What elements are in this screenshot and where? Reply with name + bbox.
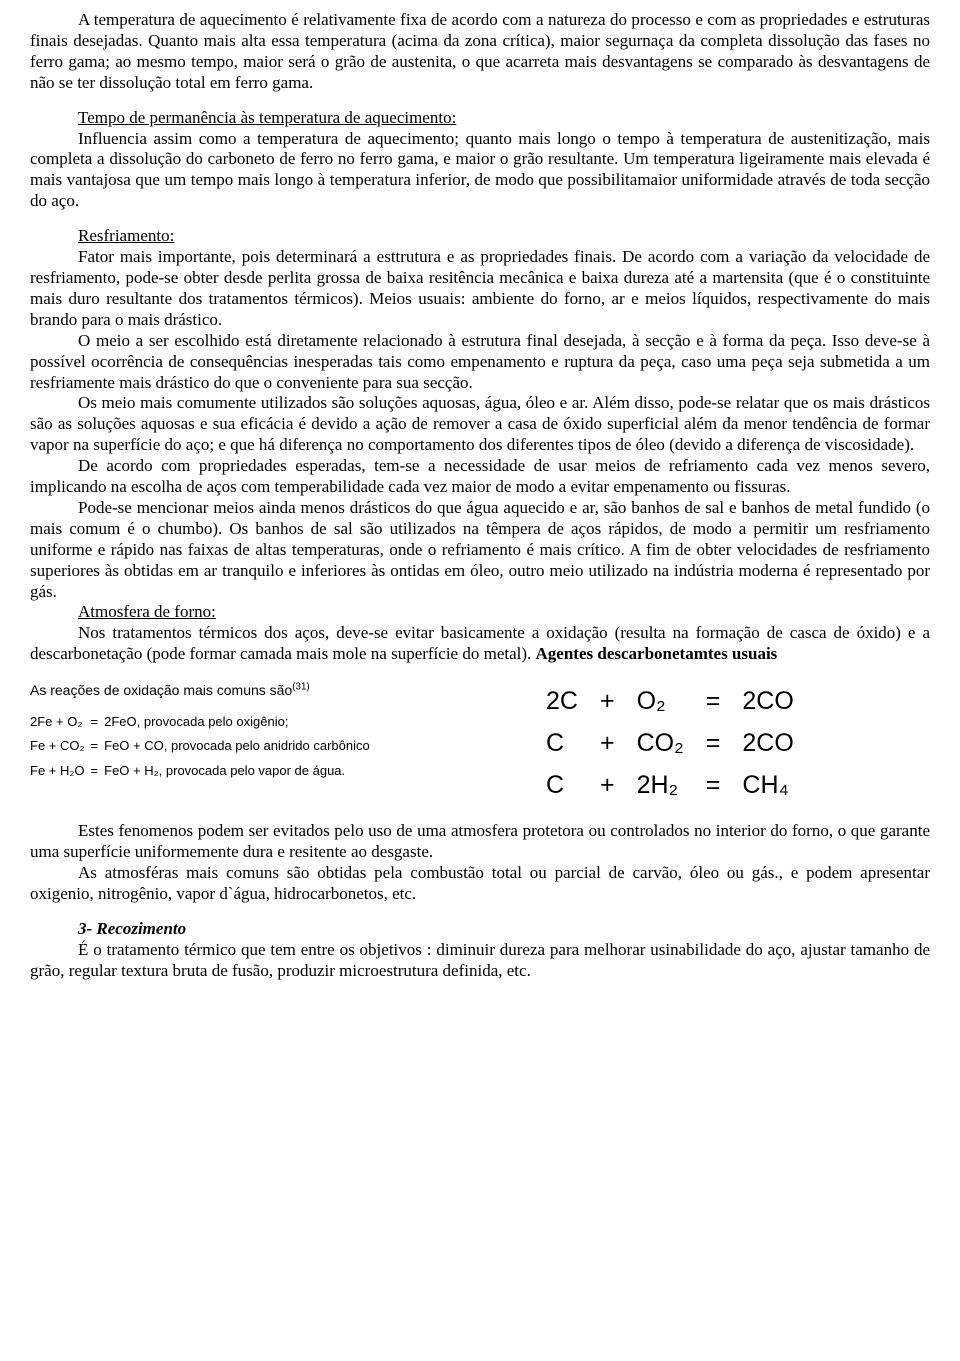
product-cell: 2FeO, provocada pelo oxigênio;	[104, 710, 376, 735]
paragraph-atm: Nos tratamentos térmicos dos aços, deve-…	[30, 623, 930, 665]
paragraph-recozimento: É o tratamento térmico que tem entre os …	[30, 940, 930, 982]
paragraph-resf-2: O meio a ser escolhido está diretamente …	[30, 331, 930, 394]
table-row: Fe + CO₂ = FeO + CO, provocada pelo anid…	[30, 734, 376, 759]
oxidation-table: 2Fe + O₂ = 2FeO, provocada pelo oxigênio…	[30, 710, 376, 784]
oxidation-header: As reações de oxidação mais comuns são	[30, 682, 292, 698]
cell: +	[590, 723, 625, 763]
equals-cell: =	[91, 759, 105, 784]
paragraph-resf-3: Os meio mais comumente utilizados são so…	[30, 393, 930, 456]
table-row: C + 2H₂ = CH₄	[536, 765, 804, 805]
reactant-cell: Fe + CO₂	[30, 734, 91, 759]
cell: 2H₂	[627, 765, 694, 805]
reactant-cell: Fe + H₂O	[30, 759, 91, 784]
table-row: Fe + H₂O = FeO + H₂, provocada pelo vapo…	[30, 759, 376, 784]
carbon-table: 2C + O₂ = 2CO C + CO₂ = 2CO C + 2H₂ = CH…	[534, 679, 806, 807]
agentes-bold: Agentes descarbonetamtes usuais	[536, 644, 778, 663]
cell: 2CO	[732, 723, 803, 763]
heading-tempo: Tempo de permanência às temperatura de a…	[78, 108, 456, 127]
equals-cell: =	[91, 710, 105, 735]
cell: O₂	[627, 681, 694, 721]
cell: =	[696, 723, 731, 763]
reactant-cell: 2Fe + O₂	[30, 710, 91, 735]
paragraph-resf-1: Fator mais importante, pois determinará …	[30, 247, 930, 331]
cell: C	[536, 765, 588, 805]
oxidation-ref: (31)	[292, 682, 309, 693]
cell: CH₄	[732, 765, 803, 805]
heading-atmosfera: Atmosfera de forno:	[78, 602, 216, 621]
heading-resfriamento: Resfriamento:	[78, 226, 174, 245]
cell: 2CO	[732, 681, 803, 721]
cell: +	[590, 765, 625, 805]
oxidation-reactions: As reações de oxidação mais comuns são(3…	[30, 679, 498, 784]
paragraph-tempo: Influencia assim como a temperatura de a…	[30, 129, 930, 213]
heading-recozimento: 3- Recozimento	[78, 919, 186, 938]
paragraph-atm-text: Nos tratamentos térmicos dos aços, deve-…	[30, 623, 930, 663]
paragraph-after-2: As atmosféras mais comuns são obtidas pe…	[30, 863, 930, 905]
cell: CO₂	[627, 723, 694, 763]
cell: =	[696, 681, 731, 721]
reactions-figure: As reações de oxidação mais comuns são(3…	[30, 679, 930, 807]
table-row: C + CO₂ = 2CO	[536, 723, 804, 763]
paragraph-after-1: Estes fenomenos podem ser evitados pelo …	[30, 821, 930, 863]
cell: =	[696, 765, 731, 805]
cell: 2C	[536, 681, 588, 721]
table-row: 2C + O₂ = 2CO	[536, 681, 804, 721]
carbon-reactions: 2C + O₂ = 2CO C + CO₂ = 2CO C + 2H₂ = CH…	[534, 679, 930, 807]
product-cell: FeO + H₂, provocada pelo vapor de água.	[104, 759, 376, 784]
cell: +	[590, 681, 625, 721]
paragraph-resf-4: De acordo com propriedades esperadas, te…	[30, 456, 930, 498]
paragraph-intro: A temperatura de aquecimento é relativam…	[30, 10, 930, 94]
table-row: 2Fe + O₂ = 2FeO, provocada pelo oxigênio…	[30, 710, 376, 735]
product-cell: FeO + CO, provocada pelo anidrido carbôn…	[104, 734, 376, 759]
cell: C	[536, 723, 588, 763]
paragraph-resf-5: Pode-se mencionar meios ainda menos drás…	[30, 498, 930, 603]
equals-cell: =	[91, 734, 105, 759]
